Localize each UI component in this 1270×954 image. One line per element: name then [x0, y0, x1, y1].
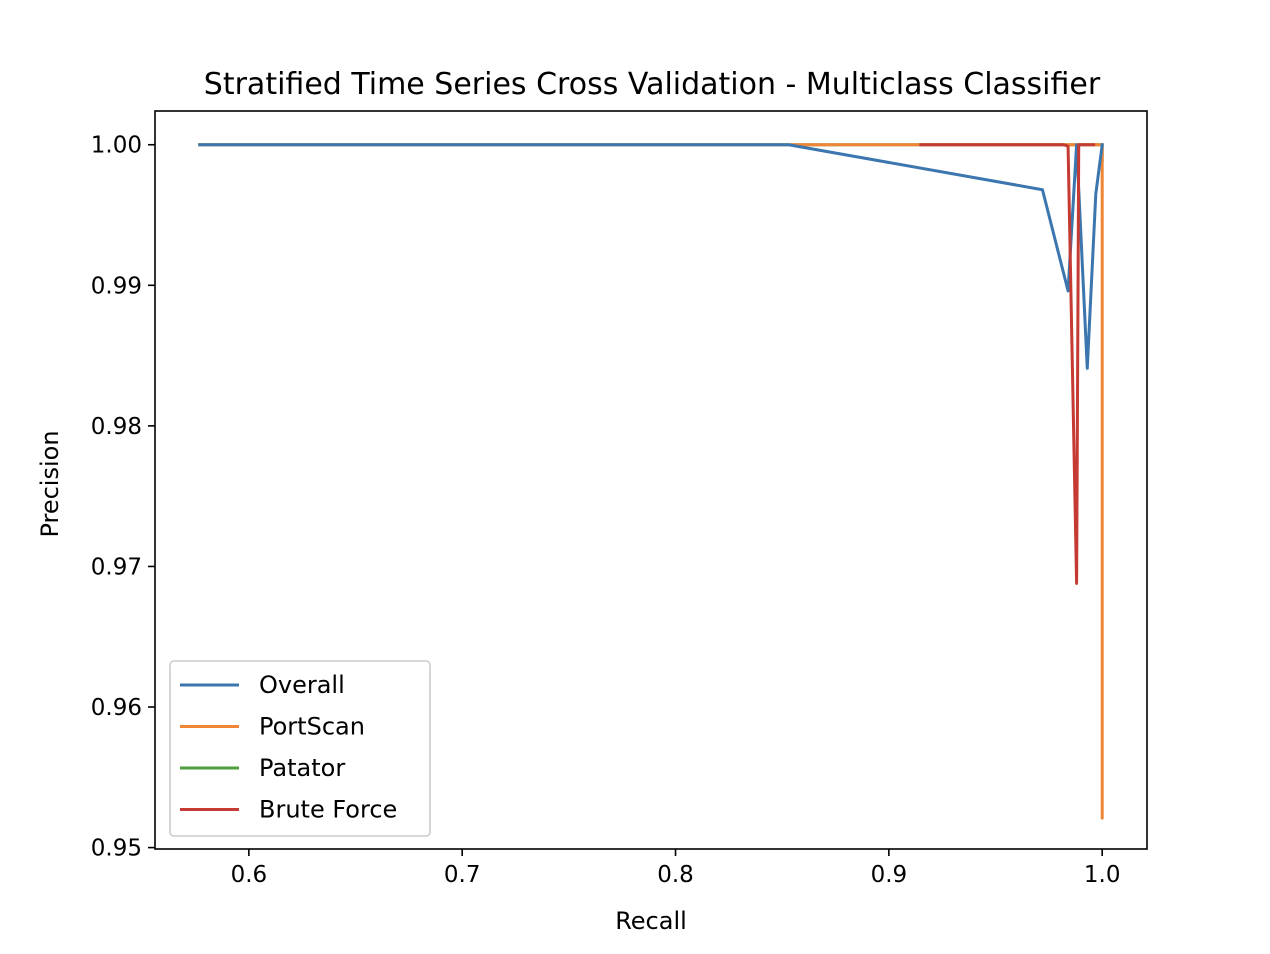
series-layer	[198, 143, 1104, 820]
y-tick-label: 0.99	[91, 273, 142, 299]
legend: Overall PortScan Patator Brute Force	[169, 660, 431, 837]
y-tick-label: 0.98	[91, 414, 142, 440]
plot-frame	[154, 110, 1148, 850]
legend-label-portscan: PortScan	[259, 713, 365, 741]
x-tick-label: 0.8	[657, 862, 694, 888]
legend-box	[169, 660, 431, 837]
y-tick-label: 0.96	[91, 695, 142, 721]
legend-label-patator: Patator	[259, 754, 345, 782]
x-axis-ticks: 0.6 0.7 0.8 0.9 1.0	[231, 849, 1121, 888]
y-axis-label: Precision	[36, 430, 64, 537]
y-axis-ticks: 0.95 0.96 0.97 0.98 0.99 1.00	[91, 133, 155, 862]
x-tick-label: 0.7	[444, 862, 481, 888]
legend-label-overall: Overall	[259, 671, 345, 699]
y-tick-label: 0.95	[91, 836, 142, 862]
y-tick-label: 1.00	[91, 133, 142, 159]
x-axis-label: Recall	[615, 907, 687, 935]
y-tick-label: 0.97	[91, 554, 142, 580]
series-line-overall	[198, 143, 1104, 370]
x-tick-label: 1.0	[1084, 862, 1121, 888]
legend-label-brute-force: Brute Force	[259, 796, 397, 824]
x-tick-label: 0.6	[231, 862, 268, 888]
series-line-brute-force	[919, 143, 1096, 585]
x-tick-label: 0.9	[871, 862, 908, 888]
chart-title: Stratified Time Series Cross Validation …	[204, 67, 1101, 102]
